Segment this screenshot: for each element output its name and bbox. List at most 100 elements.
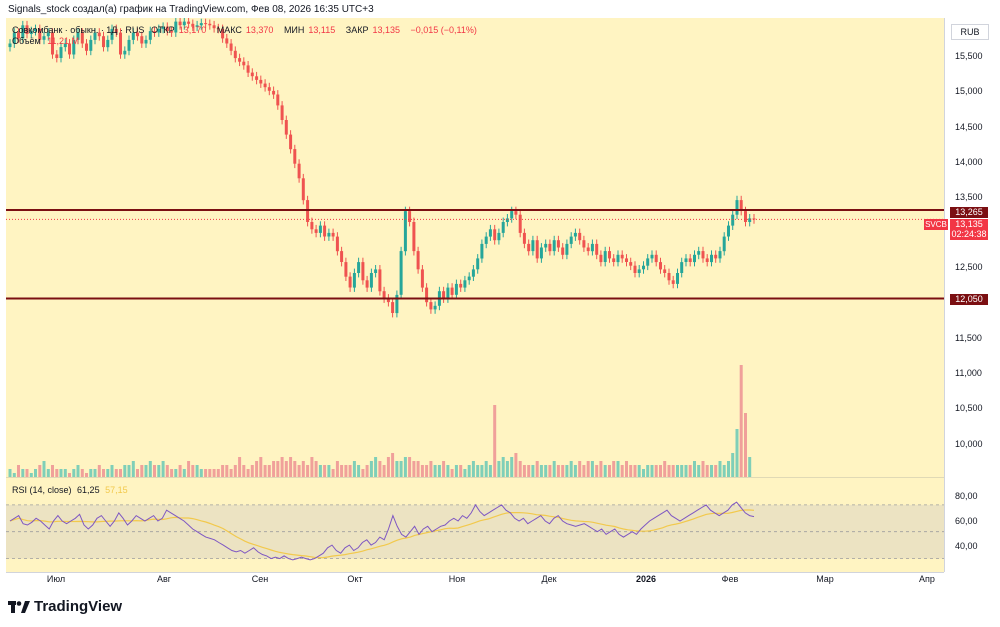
time-tick: 2026 [635,574,657,584]
candle-body [25,25,29,34]
candle-body [131,32,135,40]
volume-bar [174,469,178,477]
volume-bar [144,465,148,477]
candle-body [34,28,37,32]
candle-body [114,28,118,33]
volume-bar [212,469,216,477]
volume-value: 11,21 M [47,36,80,46]
candle-body [420,269,424,288]
candle-body [663,269,667,273]
candle-body [701,251,705,259]
candle-body [301,178,305,201]
candle-body [629,262,633,266]
volume-bar [63,469,67,477]
volume-bar [680,465,684,477]
candle-body [123,50,127,55]
bar-countdown: 02:24:38 [950,229,988,240]
volume-bar [42,461,46,477]
candle-body [578,232,582,241]
candle-body [68,43,71,55]
candle-body [195,25,199,27]
volume-bar [318,465,322,477]
currency-selector[interactable]: RUB [951,24,989,40]
tradingview-logo[interactable]: TradingView [8,598,122,615]
candle-body [378,269,382,292]
time-tick: Июл [46,574,66,584]
candle-body [408,211,412,222]
candle-body [527,243,531,252]
candle-body [625,258,628,262]
volume-bar [361,469,365,477]
volume-bar [612,461,616,477]
candle-body [403,211,407,252]
volume-bar [688,465,692,477]
candle-body [548,243,552,252]
volume-bar [527,465,531,477]
candle-body [93,32,97,40]
volume-bar [110,465,114,477]
volume-bar [344,465,348,477]
candle-body [216,28,220,30]
rsi-ma-value: 57,15 [105,485,128,495]
volume-bar [735,429,739,477]
rsi-tick: 40,00 [955,541,978,551]
candle-body [433,305,437,310]
candle-body [17,32,20,39]
candle-body [429,302,433,310]
candle-body [238,58,242,62]
level-tag-lower: 12,050 [950,294,988,305]
volume-bar [501,457,505,477]
candle-body [289,134,293,150]
volume-bar [646,465,650,477]
chart-area[interactable] [6,18,996,587]
candle-body [680,262,684,273]
candle-body [272,90,276,95]
candle-body [480,243,484,259]
candle-body [484,236,488,244]
price-chart[interactable] [6,18,996,587]
volume-bar [29,473,33,477]
volume-bar [493,405,497,477]
volume-label: Объём [12,36,41,46]
candle-body [714,254,718,259]
candle-body [391,302,395,313]
volume-bar [535,461,539,477]
volume-bar [578,461,582,477]
candle-body [727,225,730,237]
candle-body [395,294,399,314]
candle-body [612,258,616,262]
volume-bar [616,461,620,477]
volume-bar [127,465,131,477]
candle-body [340,251,344,262]
volume-bar [539,465,543,477]
candle-body [744,211,747,222]
volume-bar [739,365,743,477]
candle-body [590,243,594,252]
volume-bar [21,469,25,477]
candle-body [510,211,514,219]
candle-body [497,232,501,241]
candle-body [488,229,492,237]
candle-body [12,32,16,44]
volume-bar [586,461,590,477]
volume-bar [161,461,165,477]
rsi-tick: 60,00 [955,516,978,526]
candle-body [442,291,446,299]
candle-body [386,298,390,303]
volume-bar [263,465,267,477]
volume-bar [165,465,169,477]
candle-body [514,211,518,215]
candle-body [153,31,156,33]
candle-body [425,287,429,303]
candle-body [412,222,416,252]
price-pane-bg [6,18,944,477]
volume-bar [459,465,463,477]
candle-body [191,23,195,27]
candle-body [276,94,280,106]
volume-bar [561,465,565,477]
volume-bar [229,469,233,477]
time-tick: Фев [721,574,739,584]
volume-bar [208,469,212,477]
volume-bar [178,465,182,477]
candle-body [748,218,752,222]
